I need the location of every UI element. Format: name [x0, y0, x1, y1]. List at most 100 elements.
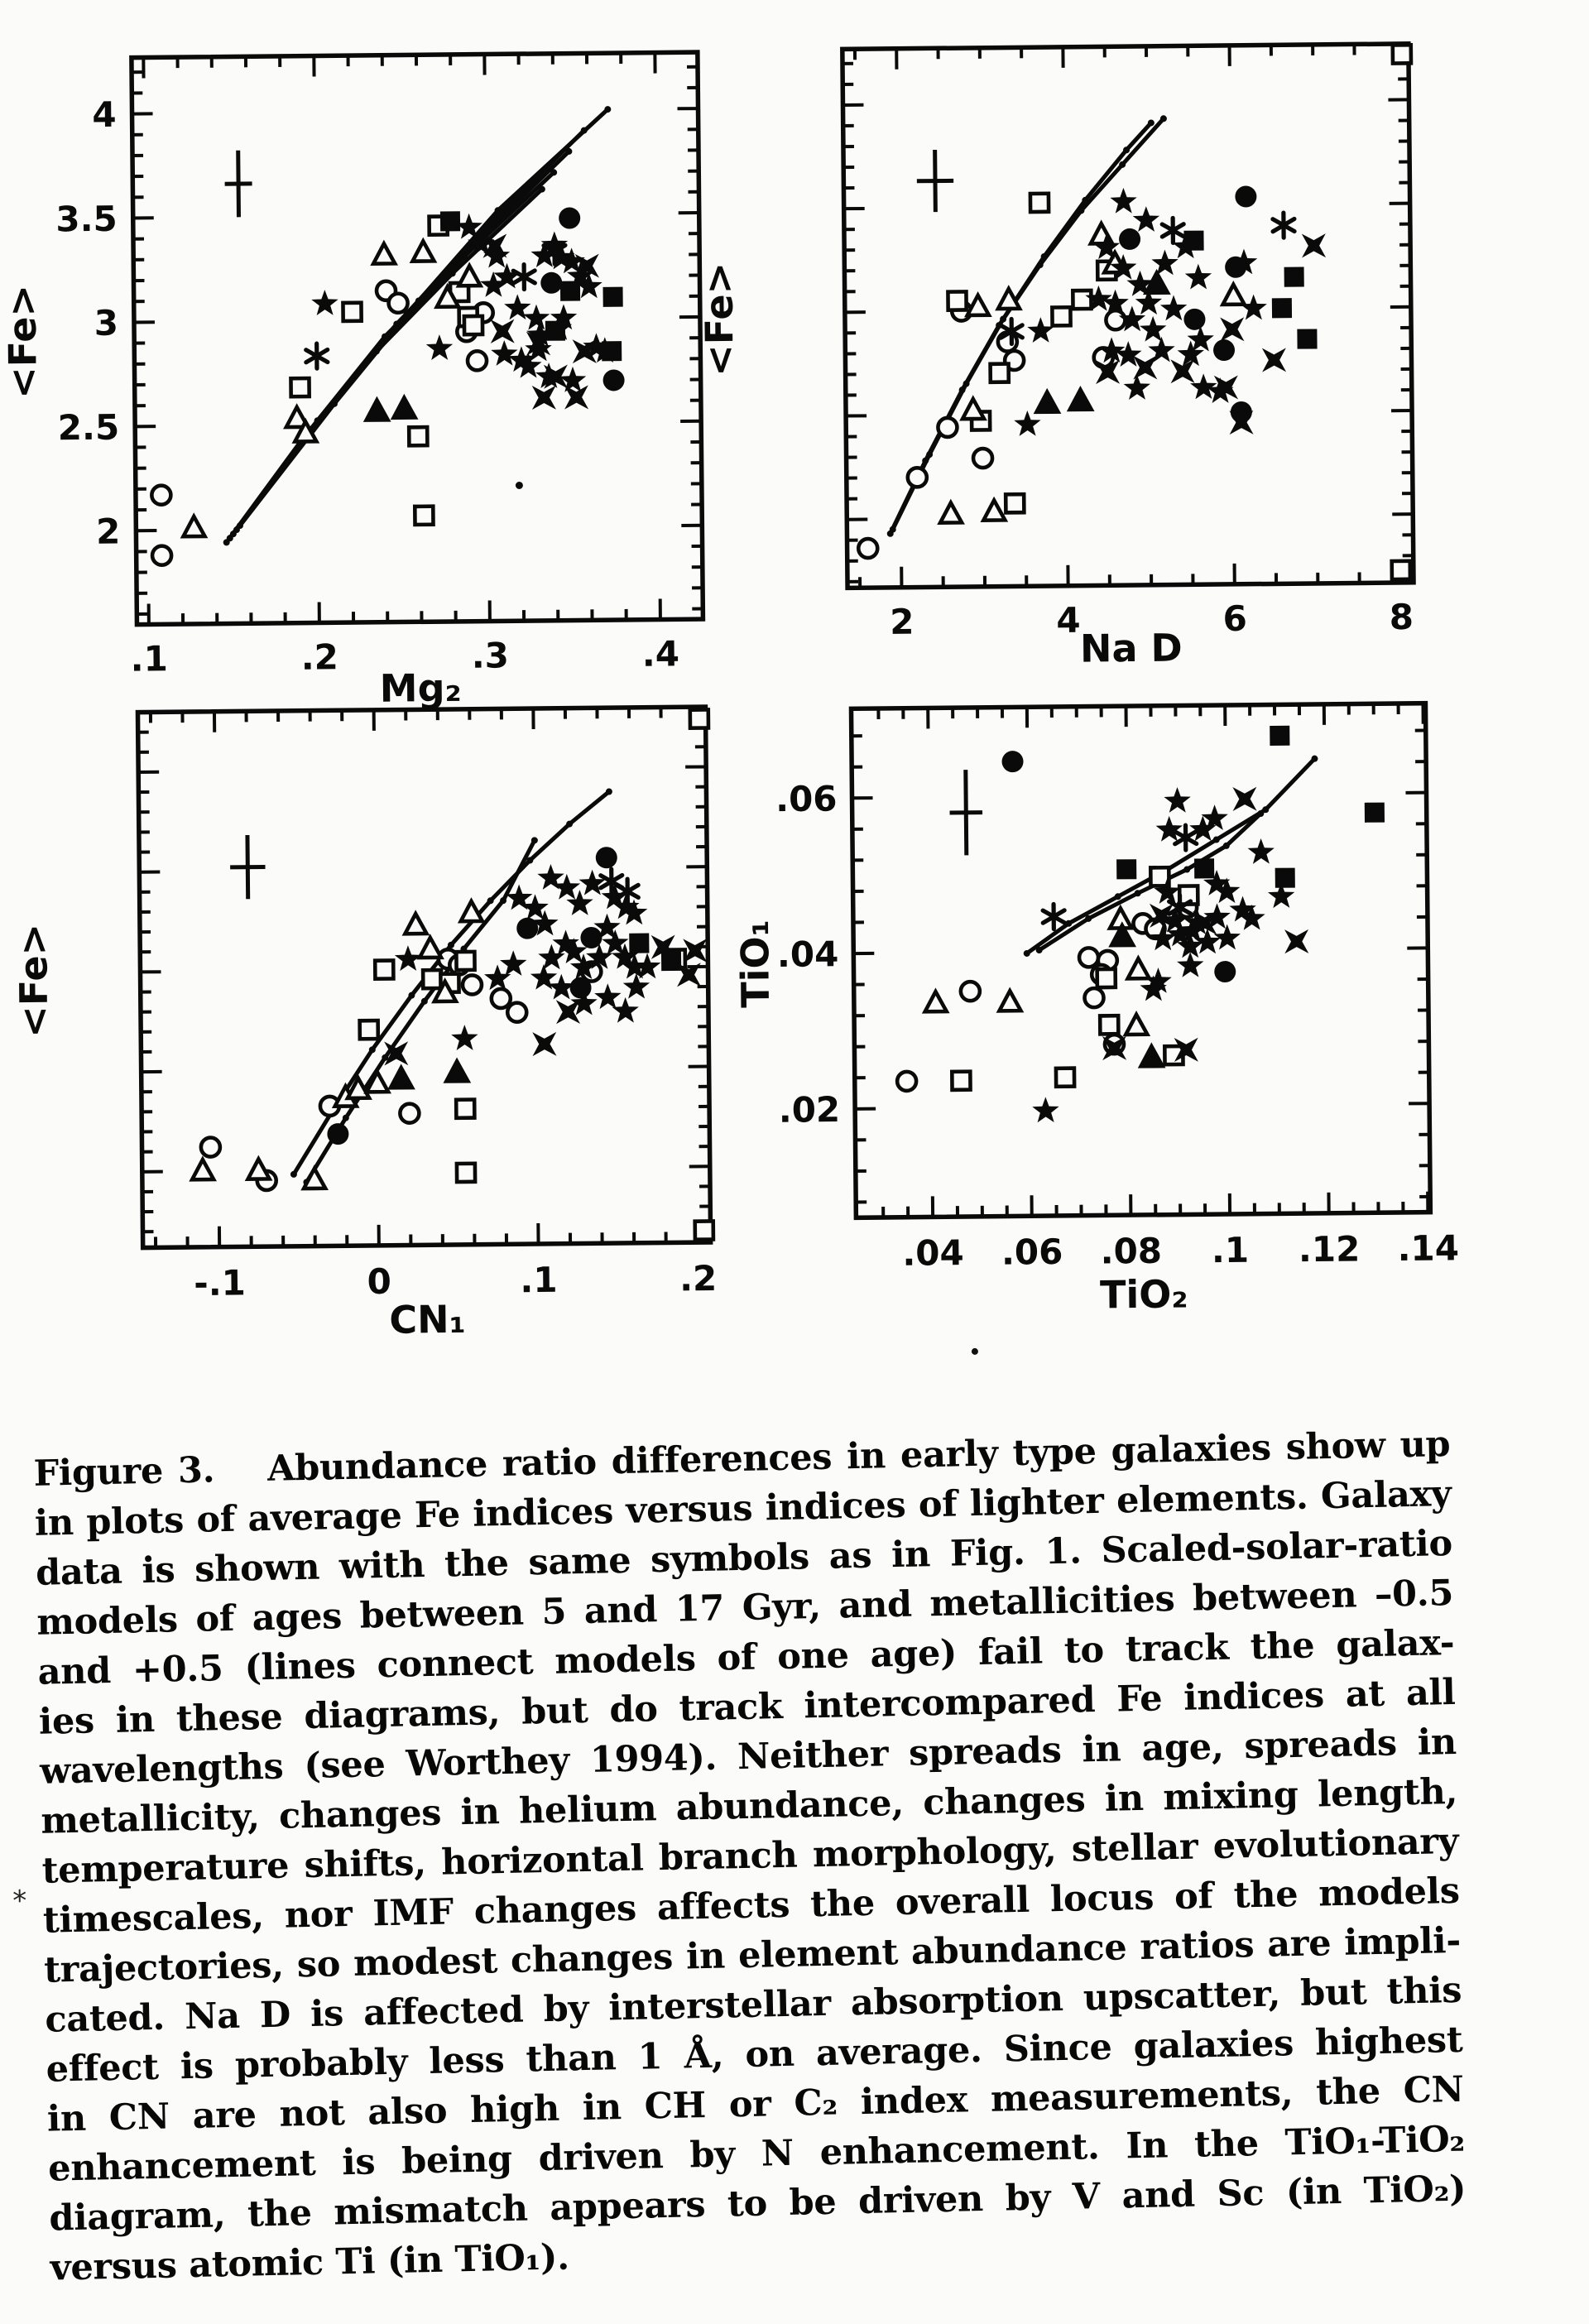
filled-square-marker: [440, 211, 460, 231]
asterisk-marker: [1162, 218, 1183, 242]
cross-marker: [535, 1034, 554, 1054]
open-circle-marker: [468, 351, 487, 370]
open-circle-marker: [201, 1137, 220, 1156]
star-marker: [1160, 295, 1188, 320]
model-node-dot: [566, 821, 573, 828]
x-tick-label: .06: [1001, 1232, 1063, 1273]
filled-circle-marker: [1214, 961, 1236, 982]
model-node-dot: [531, 837, 538, 843]
open-circle-marker: [151, 486, 170, 505]
model-node-dot: [1041, 253, 1048, 260]
star-marker: [578, 870, 606, 896]
open-circle-marker: [973, 449, 992, 468]
open-square-marker: [1030, 194, 1049, 212]
y-tick-label: 2.5: [58, 407, 120, 449]
open-square-marker: [360, 1020, 378, 1039]
star-marker: [1185, 264, 1212, 290]
asterisk-marker: [1273, 213, 1294, 238]
model-node-dot: [1311, 756, 1318, 762]
star-marker: [491, 340, 518, 366]
scan-artifact-dot: [972, 1348, 978, 1355]
filled-circle-marker: [569, 977, 591, 998]
open-square-marker: [948, 291, 966, 310]
filled-square-marker: [1275, 868, 1295, 888]
filled-triangle-marker: [1069, 390, 1091, 410]
model-node-dot: [1135, 890, 1141, 896]
star-marker: [1164, 787, 1191, 813]
model-node-dot: [331, 401, 338, 407]
model-node-dot: [1123, 146, 1130, 153]
axis-ticks: [132, 52, 703, 625]
open-triangle-marker: [412, 241, 434, 261]
asterisk-marker: [601, 869, 622, 894]
error-bar-vertical: [247, 835, 248, 899]
filled-square-marker: [1272, 298, 1292, 318]
open-triangle-marker: [247, 1159, 269, 1179]
star-marker: [1014, 411, 1041, 436]
star-marker: [1247, 838, 1275, 864]
open-triangle-marker: [940, 502, 962, 522]
x-tick-label: .1: [1212, 1230, 1250, 1270]
y-tick-label: 3: [94, 303, 118, 343]
x-tick-label: 4: [1056, 600, 1081, 641]
open-square-marker: [409, 427, 427, 445]
cross-marker: [1135, 358, 1155, 377]
star-marker: [1240, 294, 1267, 319]
y-tick-label: .04: [777, 934, 839, 975]
filled-square-marker: [1297, 329, 1317, 348]
y-axis-title: <Fe>: [11, 924, 56, 1038]
margin-annotation-mark: *: [12, 1885, 26, 1918]
open-triangle-marker: [983, 500, 1005, 520]
model-node-dot: [1213, 836, 1220, 843]
open-triangle-marker: [1126, 1015, 1147, 1035]
filled-circle-marker: [1001, 751, 1023, 772]
star-marker: [500, 950, 527, 976]
model-node-dot: [343, 1115, 349, 1121]
open-square-marker: [457, 1164, 475, 1182]
filled-square-marker: [1116, 859, 1136, 879]
filled-triangle-marker: [446, 1061, 468, 1081]
open-circle-marker: [908, 468, 927, 487]
x-tick-label: .2: [300, 636, 338, 677]
x-tick-label: .4: [641, 633, 679, 674]
x-tick-label: .12: [1299, 1228, 1361, 1270]
error-bar-cross: [949, 770, 982, 856]
open-square-marker: [290, 378, 309, 396]
model-node-dot: [237, 522, 243, 529]
model-node-dot: [1257, 810, 1264, 817]
star-marker: [1155, 816, 1183, 842]
star-marker: [1124, 374, 1151, 400]
open-triangle-marker: [1222, 285, 1244, 305]
filled-circle-marker: [596, 847, 617, 868]
plot-frame: [132, 52, 703, 625]
open-triangle-marker: [183, 516, 204, 536]
open-circle-marker: [463, 975, 482, 994]
asterisk-marker: [1043, 904, 1064, 929]
asterisk-marker: [513, 264, 535, 289]
y-tick-label: 4: [92, 94, 117, 135]
cross-marker: [534, 387, 554, 407]
open-circle-marker: [961, 982, 980, 1001]
open-square-marker: [1097, 969, 1116, 987]
star-marker: [311, 290, 338, 315]
cross-marker: [1287, 931, 1307, 951]
model-node-dot: [1000, 316, 1006, 323]
model-node-dot: [1183, 867, 1190, 873]
y-axis-title: <Fe>: [0, 285, 46, 399]
open-circle-marker: [1079, 948, 1098, 967]
x-axis-title: Na D: [1080, 625, 1183, 670]
y-tick-label: 2: [96, 511, 121, 551]
error-bar-vertical: [935, 150, 936, 212]
x-tick-label: 2: [890, 602, 915, 642]
filled-circle-marker: [540, 272, 562, 294]
model-node-dot: [487, 897, 494, 904]
model-node-dot: [421, 998, 428, 1005]
dot-marker: [516, 482, 523, 489]
filled-square-marker: [629, 934, 649, 953]
x-tick-label: .08: [1100, 1231, 1162, 1272]
filled-circle-marker: [1235, 185, 1256, 207]
open-triangle-marker: [192, 1160, 214, 1179]
open-triangle-marker: [405, 914, 426, 934]
